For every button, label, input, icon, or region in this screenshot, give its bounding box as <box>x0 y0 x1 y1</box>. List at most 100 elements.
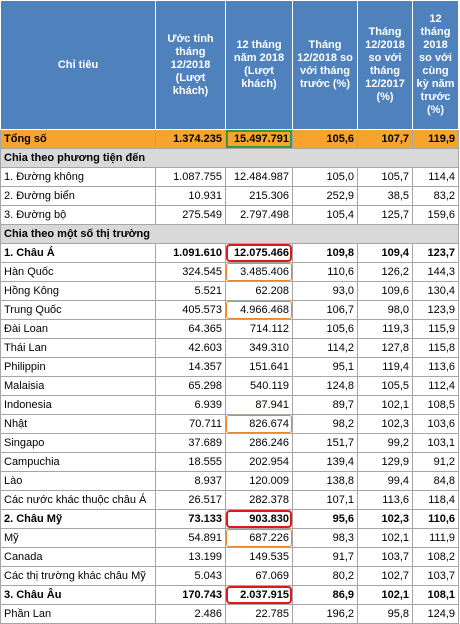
value-cell: 1.091.610 <box>155 243 226 263</box>
value-cell: 102,1 <box>357 528 413 548</box>
value-cell: 103,6 <box>412 414 459 434</box>
row-label: Lào <box>0 471 156 491</box>
value-cell: 102,1 <box>357 395 413 415</box>
value-cell: 349.310 <box>225 338 293 358</box>
value-cell: 405.573 <box>155 300 226 320</box>
header-cell: 12 tháng năm 2018 (Lượt khách) <box>225 0 293 130</box>
row-label: Philippin <box>0 357 156 377</box>
value-cell: 102,1 <box>357 585 413 605</box>
value-cell: 118,4 <box>412 490 459 510</box>
row-label: Tổng số <box>0 129 156 149</box>
table-row: Chia theo một số thị trường <box>0 224 459 244</box>
value-cell: 127,8 <box>357 338 413 358</box>
row-label: Canada <box>0 547 156 567</box>
table-row: Philippin 14.357 151.641 95,1 119,4 113,6 <box>0 357 459 377</box>
value-cell: 13.199 <box>155 547 226 567</box>
value-cell: 129,9 <box>357 452 413 472</box>
header-cell: Tháng 12/2018 so với tháng 12/2017 (%) <box>357 0 413 130</box>
value-cell: 99,4 <box>357 471 413 491</box>
value-cell: 114,2 <box>292 338 358 358</box>
row-label: Indonesia <box>0 395 156 415</box>
value-cell: 110,6 <box>292 262 358 282</box>
header-cell: Tháng 12/2018 so với tháng trước (%) <box>292 0 358 130</box>
value-cell: 102,3 <box>357 509 413 529</box>
row-label: Singapo <box>0 433 156 453</box>
value-cell: 103,7 <box>412 566 459 586</box>
value-cell: 106,7 <box>292 300 358 320</box>
value-cell: 149.535 <box>225 547 293 567</box>
value-cell: 54.891 <box>155 528 226 548</box>
value-cell: 282.378 <box>225 490 293 510</box>
value-cell: 62.208 <box>225 281 293 301</box>
row-label: Trung Quốc <box>0 300 156 320</box>
table-row: Nhật 70.711 826.674 98,2 102,3 103,6 <box>0 414 459 434</box>
value-cell: 119,3 <box>357 319 413 339</box>
value-cell: 109,8 <box>292 243 358 263</box>
value-cell: 123,9 <box>412 300 459 320</box>
table-row: 3. Châu Âu 170.743 2.037.915 86,9 102,1 108,1 <box>0 585 459 605</box>
value-cell: 6.939 <box>155 395 226 415</box>
value-cell: 105,5 <box>357 376 413 396</box>
table-row: 2. Châu Mỹ 73.133 903.830 95,6 102,3 110,6 <box>0 509 459 529</box>
value-cell: 3.485.406 <box>225 262 293 282</box>
value-cell: 105,0 <box>292 167 358 187</box>
value-cell: 115,8 <box>412 338 459 358</box>
value-cell: 2.037.915 <box>225 585 293 605</box>
value-cell: 139,4 <box>292 452 358 472</box>
value-cell: 687.226 <box>225 528 293 548</box>
table-row: 1. Châu Á 1.091.610 12.075.466 109,8 109,4 12… <box>0 243 459 263</box>
table-body: Tổng số 1.374.235 15.497.791 105,6 107,7 119,… <box>0 129 459 624</box>
section-cell: Chia theo phương tiện đến <box>0 148 459 168</box>
value-cell: 159,6 <box>412 205 459 225</box>
row-label: Các thị trường khác châu Mỹ <box>0 566 156 586</box>
row-label: 1. Châu Á <box>0 243 156 263</box>
value-cell: 5.043 <box>155 566 226 586</box>
value-cell: 67.069 <box>225 566 293 586</box>
value-cell: 113,6 <box>412 357 459 377</box>
table-row: Malaisia 65.298 540.119 124,8 105,5 112,4 <box>0 376 459 396</box>
row-label: Hàn Quốc <box>0 262 156 282</box>
value-cell: 95,8 <box>357 604 413 624</box>
value-cell: 109,4 <box>357 243 413 263</box>
table-row: 3. Đường bộ 275.549 2.797.498 105,4 125,7 159… <box>0 205 459 225</box>
table-row: Thái Lan 42.603 349.310 114,2 127,8 115,8 <box>0 338 459 358</box>
value-cell: 125,7 <box>357 205 413 225</box>
value-cell: 120.009 <box>225 471 293 491</box>
table-row: Trung Quốc 405.573 4.966.468 106,7 98,0 123,9 <box>0 300 459 320</box>
row-label: Phần Lan <box>0 604 156 624</box>
table-row: Singapo 37.689 286.246 151,7 99,2 103,1 <box>0 433 459 453</box>
value-cell: 110,6 <box>412 509 459 529</box>
row-label: 3. Đường bộ <box>0 205 156 225</box>
value-cell: 93,0 <box>292 281 358 301</box>
table-row: Lào 8.937 120.009 138,8 99,4 84,8 <box>0 471 459 491</box>
table-row: Mỹ 54.891 687.226 98,3 102,1 111,9 <box>0 528 459 548</box>
value-cell: 275.549 <box>155 205 226 225</box>
value-cell: 114,4 <box>412 167 459 187</box>
table-row: Phần Lan 2.486 22.785 196,2 95,8 124,9 <box>0 604 459 624</box>
value-cell: 12.075.466 <box>225 243 293 263</box>
value-cell: 15.497.791 <box>225 129 293 149</box>
value-cell: 215.306 <box>225 186 293 206</box>
value-cell: 124,8 <box>292 376 358 396</box>
row-label: Mỹ <box>0 528 156 548</box>
value-cell: 8.937 <box>155 471 226 491</box>
value-cell: 91,2 <box>412 452 459 472</box>
table-row: Chia theo phương tiện đến <box>0 148 459 168</box>
value-cell: 108,5 <box>412 395 459 415</box>
value-cell: 196,2 <box>292 604 358 624</box>
value-cell: 202.954 <box>225 452 293 472</box>
value-cell: 170.743 <box>155 585 226 605</box>
row-label: Nhật <box>0 414 156 434</box>
table-row: Hồng Kông 5.521 62.208 93,0 109,6 130,4 <box>0 281 459 301</box>
value-cell: 324.545 <box>155 262 226 282</box>
value-cell: 124,9 <box>412 604 459 624</box>
value-cell: 14.357 <box>155 357 226 377</box>
value-cell: 70.711 <box>155 414 226 434</box>
row-label: 3. Châu Âu <box>0 585 156 605</box>
value-cell: 130,4 <box>412 281 459 301</box>
section-cell: Chia theo một số thị trường <box>0 224 459 244</box>
value-cell: 903.830 <box>225 509 293 529</box>
value-cell: 42.603 <box>155 338 226 358</box>
value-cell: 102,3 <box>357 414 413 434</box>
